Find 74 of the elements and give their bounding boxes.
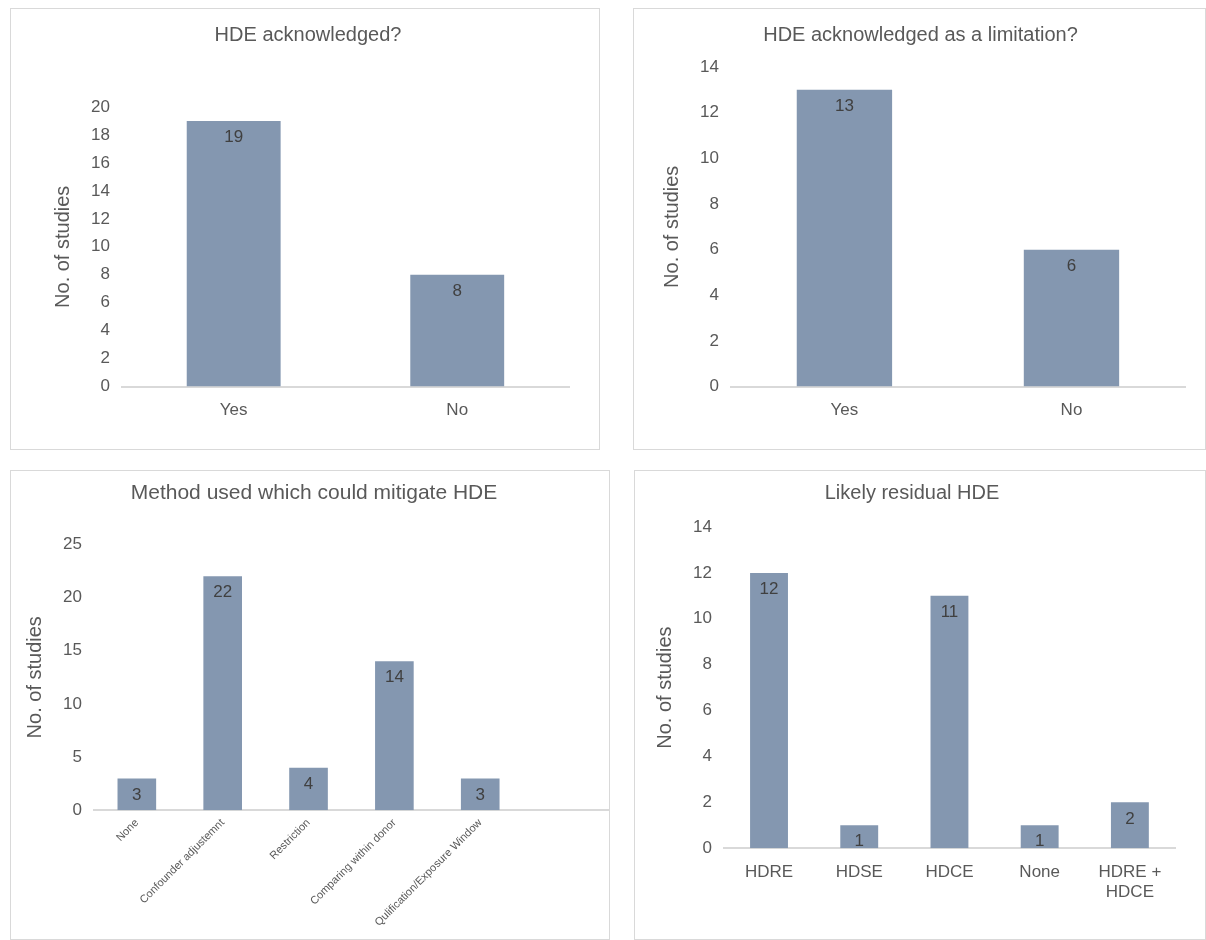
data-label: 1 xyxy=(1034,831,1045,851)
y-tick-label: 14 xyxy=(90,180,110,200)
chart-title: HDE acknowledged? xyxy=(214,22,402,45)
y-tick-label: 5 xyxy=(72,746,82,766)
y-axis-title: No. of studies xyxy=(22,616,45,739)
bar xyxy=(117,778,157,811)
data-label: 2 xyxy=(1125,808,1135,828)
y-tick-label: 15 xyxy=(62,640,82,660)
y-tick-label: 6 xyxy=(709,239,719,259)
y-tick-label: 4 xyxy=(709,284,719,304)
x-tick-label: No xyxy=(446,400,469,420)
data-label: 19 xyxy=(224,127,244,147)
y-tick-label: 12 xyxy=(692,562,712,582)
x-tick-label: Yes xyxy=(830,400,859,420)
y-tick-label: 2 xyxy=(100,348,110,368)
y-tick-label: 2 xyxy=(702,792,712,811)
data-label: 22 xyxy=(213,582,233,602)
data-label: 12 xyxy=(759,579,779,599)
y-tick-label: 12 xyxy=(90,208,110,228)
bar xyxy=(930,595,969,849)
y-tick-label: 10 xyxy=(62,693,82,713)
y-tick-label: 10 xyxy=(699,148,719,167)
x-tick-label: HDSE xyxy=(835,862,883,882)
y-tick-label: 18 xyxy=(90,124,110,144)
y-axis-title: No. of studies xyxy=(652,626,675,749)
data-label: 4 xyxy=(303,773,314,793)
y-tick-label: 16 xyxy=(90,152,110,172)
y-tick-label: 4 xyxy=(702,746,712,766)
y-tick-label: 20 xyxy=(62,587,82,607)
y-tick-label: 8 xyxy=(702,654,712,674)
data-label: 11 xyxy=(940,602,959,622)
y-tick-label: 25 xyxy=(62,533,82,553)
x-tick-label: Yes xyxy=(219,400,248,420)
data-label: 1 xyxy=(854,831,864,851)
y-axis-title: No. of studies xyxy=(50,185,73,308)
bar xyxy=(1020,825,1059,849)
x-tick-label: HDRE + HDCE xyxy=(1098,862,1162,902)
y-tick-label: 0 xyxy=(709,376,719,396)
data-label: 3 xyxy=(132,784,142,804)
y-tick-label: 20 xyxy=(90,96,110,116)
data-label: 8 xyxy=(452,280,462,300)
y-tick-label: 6 xyxy=(100,292,110,312)
y-tick-label: 14 xyxy=(692,516,712,536)
bar xyxy=(840,825,879,849)
x-tick-label: HDCE xyxy=(925,862,974,882)
y-tick-label: 6 xyxy=(702,700,712,720)
bar xyxy=(750,572,788,849)
data-label: 6 xyxy=(1066,255,1077,275)
y-tick-label: 12 xyxy=(699,102,719,122)
x-tick-label: None xyxy=(1019,862,1060,882)
y-tick-label: 4 xyxy=(100,320,110,340)
y-axis-title: No. of studies xyxy=(659,165,682,288)
bar xyxy=(1110,802,1149,849)
y-tick-label: 8 xyxy=(709,193,719,213)
data-label: 14 xyxy=(384,667,404,687)
y-tick-label: 0 xyxy=(72,800,82,820)
chart-title: Likely residual HDE xyxy=(824,480,1000,503)
bar xyxy=(203,576,242,811)
x-tick-label: No xyxy=(1060,400,1083,420)
y-tick-label: 2 xyxy=(709,330,719,350)
y-tick-label: 10 xyxy=(692,608,712,628)
y-tick-label: 10 xyxy=(90,236,110,256)
bar xyxy=(460,778,500,811)
y-tick-label: 14 xyxy=(699,56,719,76)
y-tick-label: 0 xyxy=(702,837,712,857)
data-label: 13 xyxy=(834,96,854,116)
x-tick-label: HDRE xyxy=(744,862,794,882)
y-tick-label: 0 xyxy=(100,376,110,396)
chart-title: Method used which could mitigate HDE xyxy=(130,480,498,504)
chart-title: HDE acknowledged as a limitation? xyxy=(763,22,1078,45)
data-label: 3 xyxy=(475,784,485,804)
bar xyxy=(289,767,328,811)
y-tick-label: 8 xyxy=(100,264,110,284)
bar xyxy=(375,661,414,811)
